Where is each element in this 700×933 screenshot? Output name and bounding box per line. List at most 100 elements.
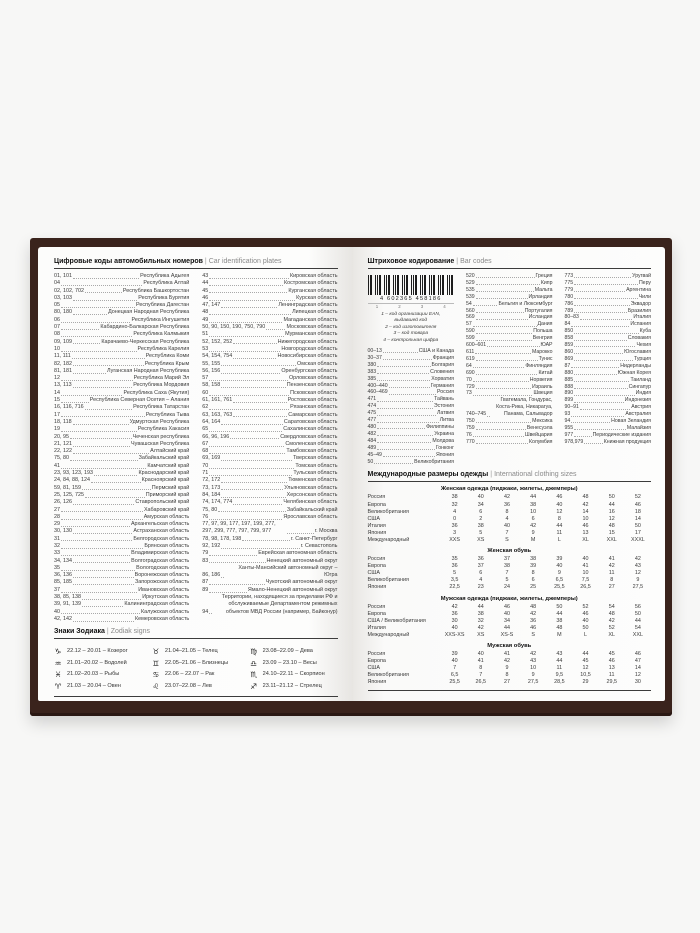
car-code-value: 48 (202, 309, 209, 316)
dot-leader (61, 285, 143, 287)
car-code-row: 41 Камчатский край (54, 463, 189, 470)
size-value: 28,5 (554, 679, 565, 686)
dot-leader (221, 423, 283, 425)
size-value: 10 (530, 665, 537, 672)
dot-leader (81, 606, 124, 608)
dot-leader (73, 562, 131, 564)
bar-code-row: 888 Сингапур (565, 384, 652, 391)
size-value: 50 (634, 522, 641, 529)
car-code-value: 56, 156 (202, 367, 221, 374)
bar-code-country: Греция (535, 273, 553, 279)
zodiac-sign-icon: ♐ (250, 681, 258, 691)
car-code-region: Запорожская область (134, 579, 190, 586)
size-table-title: Мужская обувь (487, 643, 532, 650)
car-code-region: Белгородская область (133, 535, 190, 542)
size-value: 17 (634, 529, 641, 536)
car-code-value: 11, 111 (54, 353, 71, 360)
dot-leader (93, 474, 138, 476)
size-row-label: Международный (367, 537, 410, 543)
bar-code-country: Мальта (534, 286, 553, 293)
size-value: 27 (503, 679, 510, 686)
bar-code-country: Австралия (625, 411, 651, 418)
car-code-region: Республика Тыва (145, 411, 190, 418)
bar-code-row: 775 Перу (565, 280, 652, 287)
bar-code-country: Периодические издания (592, 431, 651, 438)
car-code-row: 82, 182 Республика Крым (54, 361, 189, 368)
bar-code-country: Франция (432, 354, 454, 361)
size-value: 36 (503, 501, 510, 508)
car-code-row: 42, 142 Кемеровская область (54, 616, 189, 623)
car-code-value: 39, 91, 139 (54, 601, 81, 608)
size-value: 48 (608, 522, 615, 529)
size-value: 6,5 (450, 672, 459, 679)
bar-code-row: 890 Индия (565, 390, 652, 397)
car-code-row: 66, 96, 196 Свердловская область (202, 434, 337, 441)
dot-leader (574, 305, 630, 307)
size-value: 50 (582, 624, 589, 631)
car-code-value: 61, 161, 761 (202, 397, 233, 404)
size-row-label: Япония (367, 679, 387, 686)
header-divider: | (456, 258, 459, 265)
zodiac-row: ♒ 21.01–20.02 – Водолей (54, 658, 142, 670)
dot-leader (388, 393, 436, 395)
dot-leader (377, 380, 431, 382)
bar-code-value: 539 (466, 293, 475, 300)
zodiac-row: ♋ 22.06 – 22.07 – Рак (152, 669, 240, 681)
car-code-region: Томская область (295, 462, 338, 469)
car-code-value: 18, 118 (54, 418, 72, 425)
size-value: 40 (582, 556, 589, 563)
car-code-value: 50, 90, 150, 190, 750, 790 (202, 324, 266, 331)
car-code-region: Приморский край (145, 491, 190, 498)
dot-leader (81, 489, 151, 491)
car-code-value: 55, 155 (202, 360, 221, 367)
size-value: 35 (451, 556, 458, 563)
car-code-region: г. Москва (314, 528, 338, 535)
dot-leader (579, 408, 631, 410)
car-code-value: 36, 136 (54, 572, 72, 579)
dot-leader (472, 325, 537, 327)
size-value: 48 (582, 494, 589, 501)
barcode-legend-line: 2 – код изготовителя (385, 324, 437, 330)
car-code-row: 34, 134 Волгоградская область (54, 558, 189, 565)
bar-code-row: 560 Португалия (466, 308, 553, 315)
car-code-value: 32 (54, 542, 60, 549)
bar-code-country: Мексика (532, 418, 553, 425)
size-value: 46 (556, 494, 563, 501)
dot-leader (221, 372, 281, 374)
size-row-label: США (367, 570, 380, 577)
car-code-value: 45 (202, 287, 209, 294)
car-code-row: 02, 102, 702 Республика Башкортостан (54, 288, 189, 295)
size-value: 29 (582, 679, 589, 686)
size-row: Европа 40 41 42 43 44 45 46 47 (368, 658, 652, 665)
car-code-value: 24, 84, 88, 124 (54, 477, 90, 484)
dot-leader (73, 372, 107, 374)
bar-code-country: Израиль (531, 383, 553, 390)
zodiac-sign-icon: ♌ (152, 681, 160, 691)
bar-code-value: 888 (564, 383, 574, 390)
car-code-row: 01, 101 Республика Адыгея (54, 273, 189, 280)
bar-code-row: 93 Австралия (565, 411, 652, 418)
size-row: Великобритания 6,5 7 8 9 9,5 10,5 11 12 (368, 672, 652, 679)
dot-leader (73, 365, 144, 367)
car-code-region: Челябинская область (283, 499, 338, 506)
bar-code-row: 690 Китай (466, 370, 553, 377)
size-row: Европа 32 34 36 38 40 42 44 46 (368, 502, 652, 509)
bar-code-country: Индонезия (624, 397, 651, 404)
dot-leader (574, 277, 632, 279)
dot-leader (61, 350, 137, 352)
size-value: 10 (582, 570, 589, 577)
car-code-row: 31 Белгородская область (54, 536, 189, 543)
zodiac-dates: 23.08–22.09 – Дева (262, 648, 313, 655)
dot-leader (209, 350, 281, 352)
bar-code-country: Нидерланды (620, 362, 651, 369)
bar-code-row: 383 Словения (368, 369, 455, 376)
size-value: XS-S (500, 631, 514, 638)
car-code-value: 67 (202, 440, 209, 447)
car-code-row: 80, 180 Донецкая Народная Республика (54, 309, 189, 316)
car-code-region: Республика Коми (145, 353, 190, 360)
bar-code-row: 380 Болгария (368, 362, 455, 369)
size-value: 5 (505, 577, 509, 584)
car-code-value: 10 (54, 345, 60, 352)
bar-code-row: 474 Эстония (368, 403, 455, 410)
car-code-row: 79 Еврейская автономная область (202, 550, 337, 557)
